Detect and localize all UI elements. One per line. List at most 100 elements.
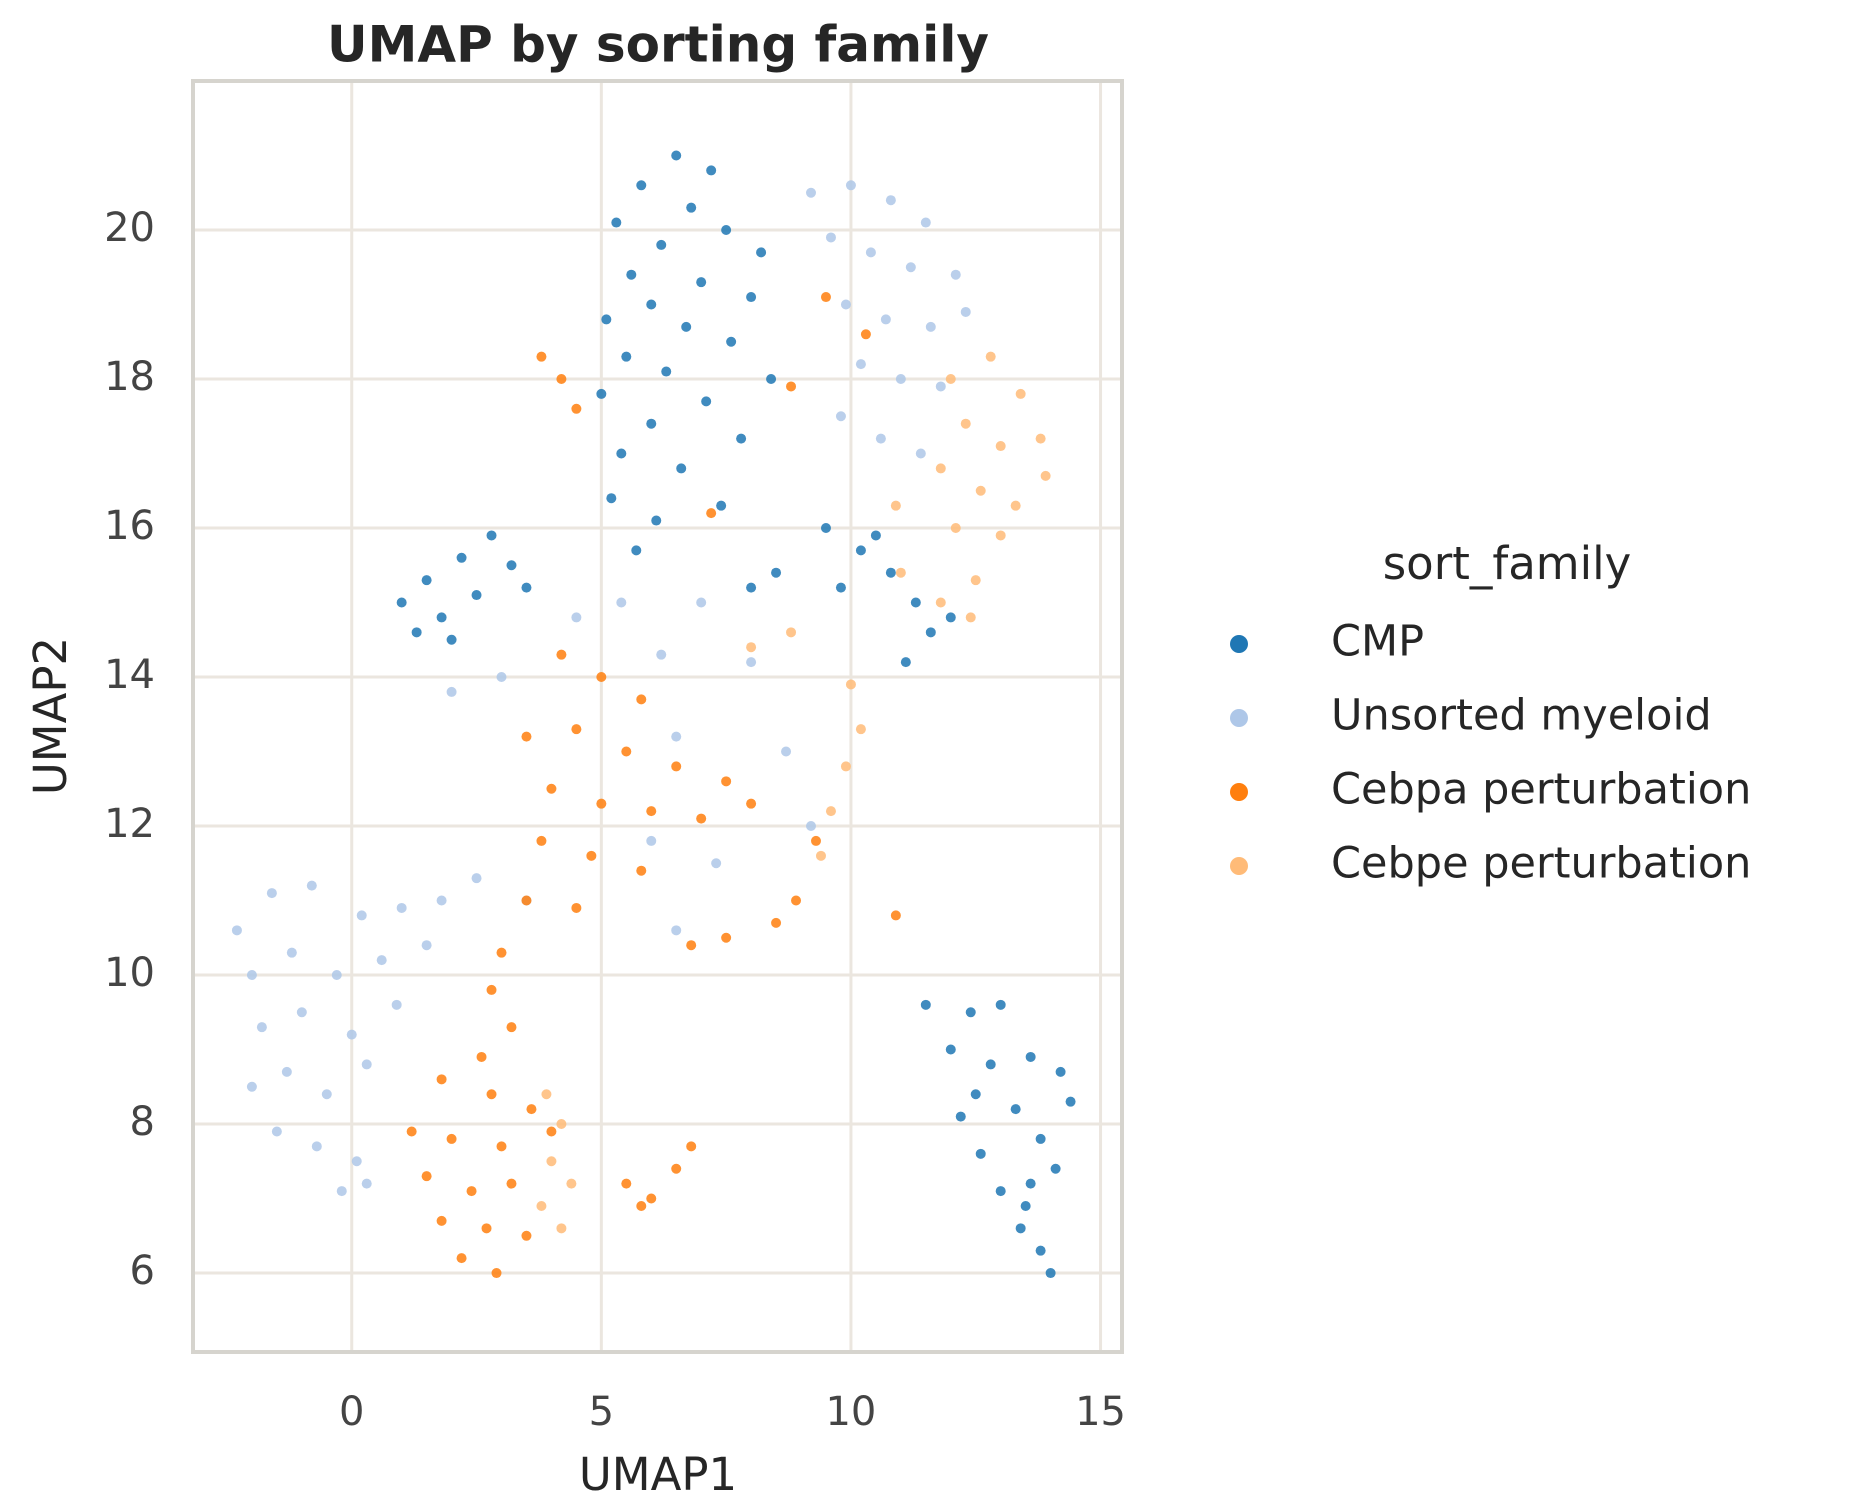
- point: [446, 634, 457, 645]
- point: [391, 999, 402, 1010]
- point: [726, 336, 737, 347]
- point: [506, 1022, 517, 1033]
- point: [1065, 1096, 1076, 1107]
- point: [1050, 1163, 1061, 1174]
- point: [825, 232, 836, 243]
- point: [411, 627, 422, 638]
- legend-label: Cebpa perturbation: [1331, 765, 1751, 815]
- point: [870, 530, 881, 541]
- x-tick-label: 5: [589, 1389, 614, 1435]
- point: [771, 567, 782, 578]
- y-tick-label: 12: [104, 801, 155, 847]
- point: [486, 984, 497, 995]
- point: [910, 597, 921, 608]
- point: [446, 1133, 457, 1144]
- point: [481, 1223, 492, 1234]
- point: [1035, 1245, 1046, 1256]
- point: [945, 612, 956, 623]
- x-tick-label: 15: [1075, 1389, 1126, 1435]
- plot-frame: [191, 79, 1124, 1354]
- legend-marker: [1230, 783, 1248, 801]
- point: [256, 1022, 267, 1033]
- point: [955, 1111, 966, 1122]
- point: [1045, 1268, 1056, 1279]
- point: [636, 865, 647, 876]
- point: [746, 657, 757, 668]
- point: [970, 575, 981, 586]
- point: [671, 731, 682, 742]
- point: [721, 932, 732, 943]
- point: [880, 314, 891, 325]
- point: [646, 1193, 657, 1204]
- point: [571, 902, 582, 913]
- plot-background: [193, 81, 1122, 1352]
- point: [496, 672, 507, 683]
- point: [351, 1156, 362, 1167]
- point: [246, 1081, 257, 1092]
- point: [436, 612, 447, 623]
- point: [1025, 1178, 1036, 1189]
- point: [266, 888, 277, 899]
- point: [711, 858, 722, 869]
- point: [536, 1200, 547, 1211]
- point: [611, 217, 622, 228]
- point: [756, 247, 767, 258]
- point: [636, 1200, 647, 1211]
- point: [421, 575, 432, 586]
- x-axis-label: UMAP1: [579, 1448, 737, 1501]
- point: [296, 1007, 307, 1018]
- x-tick-label: 10: [825, 1389, 876, 1435]
- point: [486, 1089, 497, 1100]
- point: [1015, 1223, 1026, 1234]
- point: [815, 850, 826, 861]
- point: [706, 165, 717, 176]
- point: [791, 895, 802, 906]
- point: [671, 1163, 682, 1174]
- point: [960, 418, 971, 429]
- point: [746, 798, 757, 809]
- point: [546, 783, 557, 794]
- point: [486, 530, 497, 541]
- point: [746, 292, 757, 303]
- point: [676, 463, 687, 474]
- point: [471, 590, 482, 601]
- point: [496, 947, 507, 958]
- point: [521, 582, 532, 593]
- point: [601, 314, 612, 325]
- point: [546, 1156, 557, 1167]
- point: [476, 1051, 487, 1062]
- point: [421, 1171, 432, 1182]
- point: [900, 657, 911, 668]
- point: [925, 321, 936, 332]
- point: [596, 798, 607, 809]
- point: [960, 306, 971, 317]
- point: [566, 1178, 577, 1189]
- legend-label: Unsorted myeloid: [1331, 691, 1712, 741]
- point: [556, 1119, 567, 1130]
- point: [935, 597, 946, 608]
- point: [860, 329, 871, 340]
- chart-title: UMAP by sorting family: [327, 16, 989, 74]
- point: [1020, 1200, 1031, 1211]
- point: [820, 292, 831, 303]
- point: [686, 1141, 697, 1152]
- point: [855, 545, 866, 556]
- point: [406, 1126, 417, 1137]
- legend-marker: [1230, 635, 1248, 653]
- point: [621, 746, 632, 757]
- point: [546, 1126, 557, 1137]
- point: [521, 895, 532, 906]
- point: [596, 388, 607, 399]
- point: [656, 649, 667, 660]
- point: [651, 515, 662, 526]
- point: [1035, 1133, 1046, 1144]
- point: [885, 195, 896, 206]
- point: [466, 1186, 477, 1197]
- point: [696, 597, 707, 608]
- point: [1010, 500, 1021, 511]
- point: [890, 500, 901, 511]
- point: [995, 441, 1006, 452]
- point: [446, 686, 457, 697]
- point: [361, 1178, 372, 1189]
